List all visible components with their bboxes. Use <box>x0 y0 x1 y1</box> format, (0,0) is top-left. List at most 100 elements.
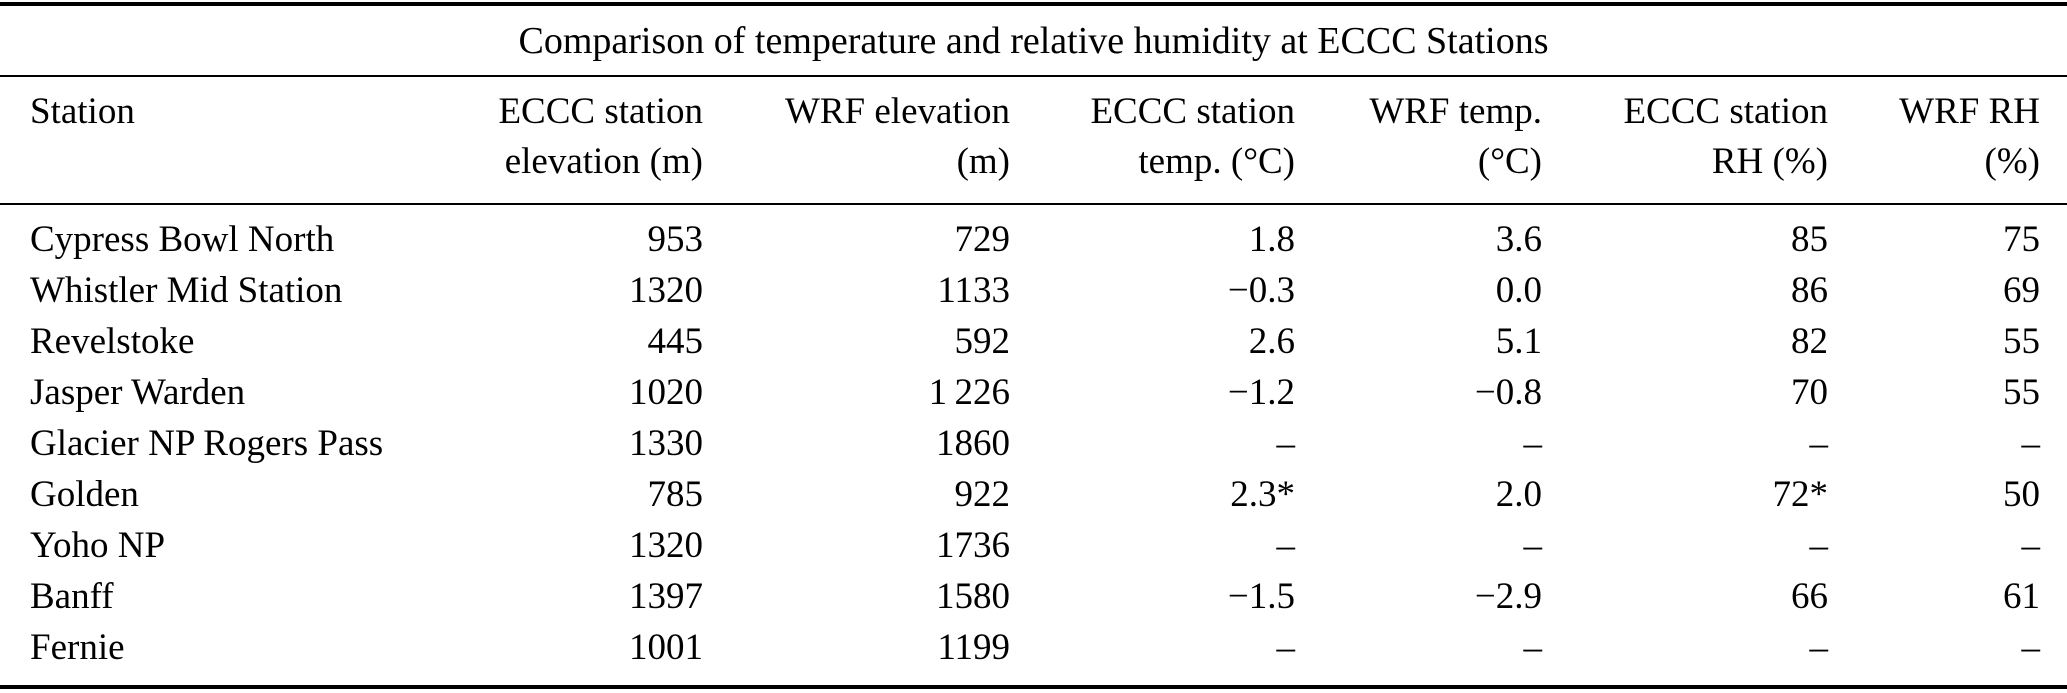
eccc-temp-cell: 2.6 <box>1248 321 1295 362</box>
wrf-elevation-cell: 1133 <box>937 270 1010 311</box>
col-header-eccc-rh: ECCC station RH (%) <box>1542 77 1828 205</box>
station-cell: Revelstoke <box>30 321 195 362</box>
wrf-temp-cell: – <box>1523 423 1543 464</box>
top-rule <box>0 2 2067 6</box>
eccc-elevation-cell: 953 <box>647 219 704 260</box>
header-line: ECCC station <box>498 91 703 132</box>
spacer-cell <box>2040 469 2067 520</box>
spacer-cell <box>2040 316 2067 367</box>
station-cell: Whistler Mid Station <box>30 270 343 311</box>
wrf-rh-cell: 61 <box>2003 576 2040 617</box>
wrf-rh-cell: 55 <box>2003 372 2040 413</box>
eccc-temp-cell: −1.5 <box>1227 576 1295 617</box>
header-line: WRF RH <box>1899 91 2040 132</box>
wrf-temp-cell: – <box>1523 525 1543 566</box>
eccc-temp-cell: – <box>1276 423 1296 464</box>
col-header-station: Station <box>30 77 445 205</box>
eccc-rh-cell: – <box>1809 525 1829 566</box>
wrf-rh-cell: 69 <box>2003 270 2040 311</box>
station-cell: Cypress Bowl North <box>30 219 335 260</box>
eccc-temp-cell: 2.3* <box>1230 474 1295 515</box>
wrf-elevation-cell: 1860 <box>936 423 1010 464</box>
spacer-cell <box>2040 204 2067 265</box>
spacer-cell <box>2040 571 2067 622</box>
spacer-cell <box>2040 520 2067 571</box>
spacer-cell <box>0 265 30 316</box>
wrf-temp-cell: 2.0 <box>1495 474 1542 515</box>
wrf-temp-cell: – <box>1523 627 1543 668</box>
spacer-cell <box>0 77 30 205</box>
eccc-temp-cell: −0.3 <box>1227 270 1295 311</box>
eccc-rh-cell: 70 <box>1791 372 1828 413</box>
spacer-cell <box>2040 367 2067 418</box>
eccc-rh-cell: 86 <box>1791 270 1828 311</box>
table-title: Comparison of temperature and relative h… <box>0 6 2067 77</box>
eccc-elevation-cell: 1320 <box>629 525 703 566</box>
eccc-rh-cell: – <box>1809 627 1829 668</box>
spacer-cell <box>0 204 30 265</box>
spacer-cell <box>0 316 30 367</box>
spacer-cell <box>2040 77 2067 205</box>
table-row: Fernie 1001 1199 – – – – <box>0 622 2067 685</box>
header-line: elevation (m) <box>504 141 703 182</box>
header-line: ECCC station <box>1623 91 1828 132</box>
spacer-cell <box>0 367 30 418</box>
eccc-elevation-cell: 1397 <box>629 576 703 617</box>
col-header-eccc-elevation: ECCC station elevation (m) <box>445 77 703 205</box>
station-cell: Jasper Warden <box>30 372 246 413</box>
wrf-elevation-cell: 1199 <box>937 627 1010 668</box>
header-row: Station ECCC station elevation (m) WRF e… <box>0 77 2067 205</box>
eccc-rh-cell: 85 <box>1791 219 1828 260</box>
wrf-rh-cell: 75 <box>2003 219 2040 260</box>
eccc-temp-cell: – <box>1276 525 1296 566</box>
table-row: Yoho NP 1320 1736 – – – – <box>0 520 2067 571</box>
eccc-temp-cell: – <box>1276 627 1296 668</box>
wrf-rh-cell: 50 <box>2003 474 2040 515</box>
eccc-elevation-cell: 1001 <box>629 627 703 668</box>
eccc-temp-cell: 1.8 <box>1248 219 1295 260</box>
eccc-elevation-cell: 1330 <box>629 423 703 464</box>
station-cell: Yoho NP <box>30 525 166 566</box>
header-line: (°C) <box>1477 141 1542 182</box>
header-line: ECCC station <box>1090 91 1295 132</box>
table-row: Golden 785 922 2.3* 2.0 72* 50 <box>0 469 2067 520</box>
station-cell: Golden <box>30 474 139 515</box>
eccc-rh-cell: 72* <box>1772 474 1829 515</box>
eccc-elevation-cell: 1320 <box>629 270 703 311</box>
eccc-elevation-cell: 785 <box>647 474 704 515</box>
header-line <box>30 137 445 187</box>
bottom-rule <box>0 685 2067 689</box>
spacer-cell <box>0 418 30 469</box>
wrf-temp-cell: 3.6 <box>1495 219 1542 260</box>
wrf-temp-cell: 0.0 <box>1495 270 1542 311</box>
eccc-temp-cell: −1.2 <box>1227 372 1295 413</box>
data-table: Station ECCC station elevation (m) WRF e… <box>0 77 2067 685</box>
wrf-rh-cell: 55 <box>2003 321 2040 362</box>
spacer-cell <box>0 571 30 622</box>
header-line: RH (%) <box>1711 141 1828 182</box>
wrf-elevation-cell: 1 226 <box>928 372 1010 413</box>
spacer-cell <box>2040 622 2067 685</box>
header-line: WRF elevation <box>784 91 1010 132</box>
station-cell: Fernie <box>30 627 125 668</box>
station-cell: Glacier NP Rogers Pass <box>30 423 384 464</box>
eccc-elevation-cell: 1020 <box>629 372 703 413</box>
header-line: (m) <box>956 141 1010 182</box>
table-row: Whistler Mid Station 1320 1133 −0.3 0.0 … <box>0 265 2067 316</box>
header-line: WRF temp. <box>1369 91 1542 132</box>
wrf-elevation-cell: 1736 <box>936 525 1010 566</box>
wrf-elevation-cell: 1580 <box>936 576 1010 617</box>
wrf-elevation-cell: 922 <box>954 474 1011 515</box>
wrf-temp-cell: −2.9 <box>1474 576 1542 617</box>
eccc-rh-cell: 82 <box>1791 321 1828 362</box>
eccc-rh-cell: 66 <box>1791 576 1828 617</box>
wrf-elevation-cell: 729 <box>954 219 1011 260</box>
wrf-rh-cell: – <box>2021 525 2041 566</box>
col-header-wrf-rh: WRF RH (%) <box>1828 77 2040 205</box>
table-row: Cypress Bowl North 953 729 1.8 3.6 85 75 <box>0 204 2067 265</box>
header-line: Station <box>30 91 135 132</box>
station-cell: Banff <box>30 576 114 617</box>
spacer-cell <box>0 622 30 685</box>
spacer-cell <box>0 469 30 520</box>
